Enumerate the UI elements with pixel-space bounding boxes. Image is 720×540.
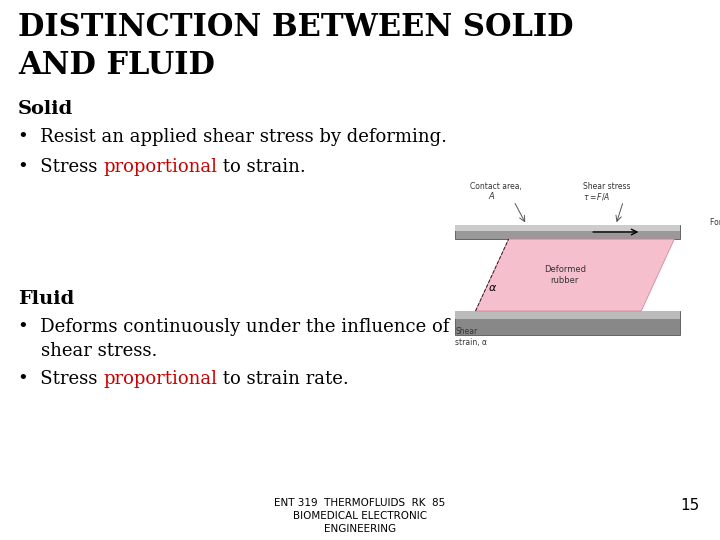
Text: Shear stress: Shear stress <box>582 182 630 191</box>
Text: ENT 319  THERMOFLUIDS  RK  85
BIOMEDICAL ELECTRONIC
ENGINEERING: ENT 319 THERMOFLUIDS RK 85 BIOMEDICAL EL… <box>274 498 446 535</box>
Text: proportional: proportional <box>103 370 217 388</box>
FancyBboxPatch shape <box>455 311 680 319</box>
FancyBboxPatch shape <box>455 311 680 335</box>
Text: DISTINCTION BETWEEN SOLID: DISTINCTION BETWEEN SOLID <box>18 12 574 43</box>
Text: •  Resist an applied shear stress by deforming.: • Resist an applied shear stress by defo… <box>18 128 447 146</box>
Text: $\alpha$: $\alpha$ <box>488 283 498 293</box>
FancyBboxPatch shape <box>455 225 680 231</box>
Text: Contact area,: Contact area, <box>470 182 522 191</box>
Text: •  Deforms continuously under the influence of: • Deforms continuously under the influen… <box>18 318 449 336</box>
Text: Deformed
rubber: Deformed rubber <box>544 265 586 285</box>
Text: proportional: proportional <box>103 158 217 176</box>
FancyBboxPatch shape <box>455 225 680 239</box>
Text: AND FLUID: AND FLUID <box>18 50 215 81</box>
Text: to strain rate.: to strain rate. <box>217 370 349 388</box>
Text: $\tau = F/A$: $\tau = F/A$ <box>582 191 610 201</box>
Polygon shape <box>475 239 675 311</box>
Text: to strain.: to strain. <box>217 158 306 176</box>
Text: •  Stress: • Stress <box>18 370 103 388</box>
Text: Solid: Solid <box>18 100 73 118</box>
Text: Shear
strain, α: Shear strain, α <box>455 327 487 347</box>
Text: Force, F: Force, F <box>710 218 720 227</box>
Text: Fluid: Fluid <box>18 290 74 308</box>
Text: shear stress.: shear stress. <box>18 342 158 360</box>
Text: •  Stress: • Stress <box>18 158 103 176</box>
Text: A: A <box>488 192 494 201</box>
Text: 15: 15 <box>680 498 700 513</box>
